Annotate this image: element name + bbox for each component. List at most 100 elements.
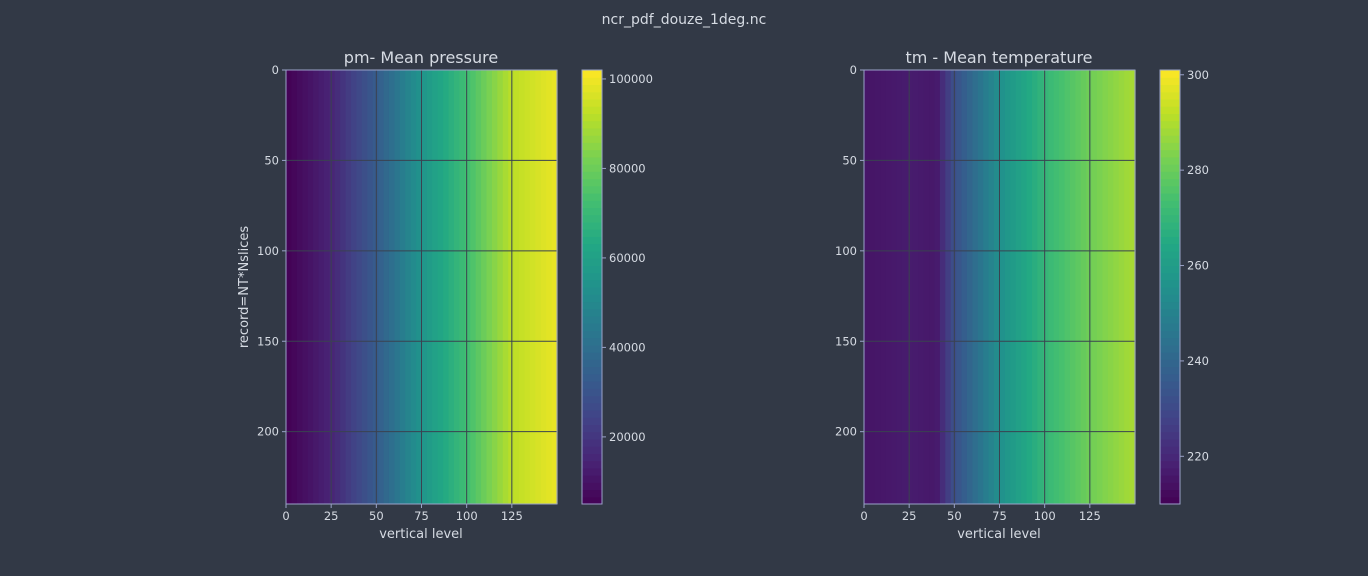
pressure-heatmap-band [426, 70, 433, 504]
pressure-colorbar-segment [582, 272, 602, 281]
pressure-colorbar-segment [582, 98, 602, 107]
temperature-colorbar-segment [1160, 229, 1180, 237]
temperature-heatmap-band [945, 70, 952, 504]
pressure-heatmap-band [513, 70, 520, 504]
pressure-title: pm- Mean pressure [344, 48, 498, 67]
temperature-colorbar-segment [1160, 395, 1180, 404]
pressure-colorbar-segment [582, 250, 602, 259]
pressure-x-tick-label: 0 [282, 509, 289, 523]
figure-title: ncr_pdf_douze_1deg.nc [602, 12, 767, 28]
temperature-heatmap-band [1053, 70, 1060, 504]
pressure-heatmap-band [410, 70, 417, 504]
temperature-heatmap-band [1075, 70, 1082, 504]
temperature-y-tick-label: 50 [842, 153, 857, 167]
pressure-heatmap-band [351, 70, 358, 504]
pressure-colorbar-segment [582, 279, 602, 288]
pressure-colorbar-segment [582, 91, 602, 100]
temperature-heatmap-band [1064, 70, 1071, 504]
temperature-x-axis-label: vertical level [957, 527, 1041, 542]
pressure-heatmap-band [508, 70, 515, 504]
temperature-colorbar-segment [1160, 243, 1180, 252]
temperature-colorbar-segment [1160, 381, 1180, 389]
pressure-colorbar-segment [582, 460, 602, 469]
pressure-heatmap-band [296, 70, 303, 504]
temperature-colorbar-segment [1160, 359, 1180, 368]
temperature-colorbar-segment [1160, 453, 1180, 462]
temperature-colorbar-segment [1160, 207, 1180, 216]
temperature-y-ticks: 0 50 100 150 200 [835, 63, 864, 439]
temperature-heatmap-band [983, 70, 990, 504]
pressure-colorbar-tick-label: 100000 [609, 72, 653, 86]
pressure-colorbar-segment [582, 236, 602, 245]
temperature-x-tick-label: 125 [1079, 509, 1101, 523]
temperature-heatmap-band [972, 70, 979, 504]
pressure-colorbar-segment [582, 373, 602, 382]
temperature-colorbar-tick-label: 300 [1187, 68, 1209, 82]
pressure-colorbar-segment [582, 287, 602, 295]
pressure-colorbar-segment [582, 77, 602, 86]
temperature-colorbar [1159, 69, 1181, 505]
pressure-colorbar-segment [582, 475, 602, 483]
pressure-y-tick-label: 100 [257, 244, 279, 258]
temperature-colorbar-segment [1160, 156, 1180, 165]
temperature-colorbar-segment [1160, 171, 1180, 180]
pressure-heatmap-band [416, 70, 423, 504]
temperature-heatmap-band [1015, 70, 1022, 504]
pressure-colorbar-segment [582, 438, 602, 447]
temperature-heatmap-band [901, 70, 908, 504]
temperature-colorbar-segment [1160, 424, 1180, 433]
temperature-colorbar-segment [1160, 344, 1180, 353]
pressure-colorbar-segment [582, 352, 602, 360]
temperature-y-tick-label: 100 [835, 244, 857, 258]
temperature-x-tick-label: 50 [947, 509, 962, 523]
temperature-heatmap-band [1048, 70, 1055, 504]
temperature-colorbar-segment [1160, 438, 1180, 447]
temperature-heatmap-band [1113, 70, 1120, 504]
temperature-colorbar-segment [1160, 402, 1180, 411]
temperature-y-tick-label: 200 [835, 425, 857, 439]
temperature-heatmap-band [1042, 70, 1049, 504]
temperature-heatmap-band [939, 70, 946, 504]
pressure-heatmap-band [340, 70, 347, 504]
temperature-colorbar-segment [1160, 221, 1180, 230]
temperature-heatmap-band [874, 70, 881, 504]
temperature-heatmap-band [1004, 70, 1011, 504]
pressure-heatmap [286, 70, 558, 504]
temperature-heatmap-band [1086, 70, 1093, 504]
pressure-colorbar-segment [582, 171, 602, 180]
pressure-colorbar-segment [582, 359, 602, 368]
temperature-heatmap-band [929, 70, 936, 504]
temperature-title: tm - Mean temperature [905, 48, 1092, 67]
temperature-colorbar-segment [1160, 91, 1180, 100]
pressure-y-tick-label: 150 [257, 334, 279, 348]
temperature-colorbar-segment [1160, 315, 1180, 324]
temperature-colorbar-segment [1160, 258, 1180, 266]
temperature-colorbar-segment [1160, 106, 1180, 114]
pressure-colorbar-segment [582, 135, 602, 143]
pressure-heatmap-band [497, 70, 504, 504]
pressure-colorbar-segment [582, 200, 602, 209]
temperature-heatmap-band [950, 70, 957, 504]
temperature-colorbar-segment [1160, 460, 1180, 469]
temperature-x-tick-label: 75 [992, 509, 1007, 523]
pressure-colorbar [581, 69, 603, 505]
pressure-heatmap-band [432, 70, 439, 504]
pressure-x-tick-label: 50 [369, 509, 384, 523]
temperature-colorbar-segment [1160, 149, 1180, 158]
temperature-colorbar-segment [1160, 287, 1180, 295]
pressure-colorbar-segment [582, 301, 602, 310]
temperature-colorbar-tick-label: 260 [1187, 259, 1209, 273]
temperature-colorbar-segment [1160, 185, 1180, 194]
temperature-colorbar-segment [1160, 431, 1180, 440]
temperature-colorbar-segment [1160, 142, 1180, 151]
temperature-colorbar-tick-label: 240 [1187, 354, 1209, 368]
pressure-heatmap-band [448, 70, 455, 504]
temperature-heatmap-band [912, 70, 919, 504]
pressure-colorbar-segment [582, 344, 602, 353]
temperature-heatmap-band [1037, 70, 1044, 504]
temperature-colorbar-segment [1160, 98, 1180, 107]
temperature-x-tick-label: 100 [1034, 509, 1056, 523]
pressure-colorbar-segment [582, 84, 602, 93]
pressure-colorbar-segment [582, 323, 602, 331]
